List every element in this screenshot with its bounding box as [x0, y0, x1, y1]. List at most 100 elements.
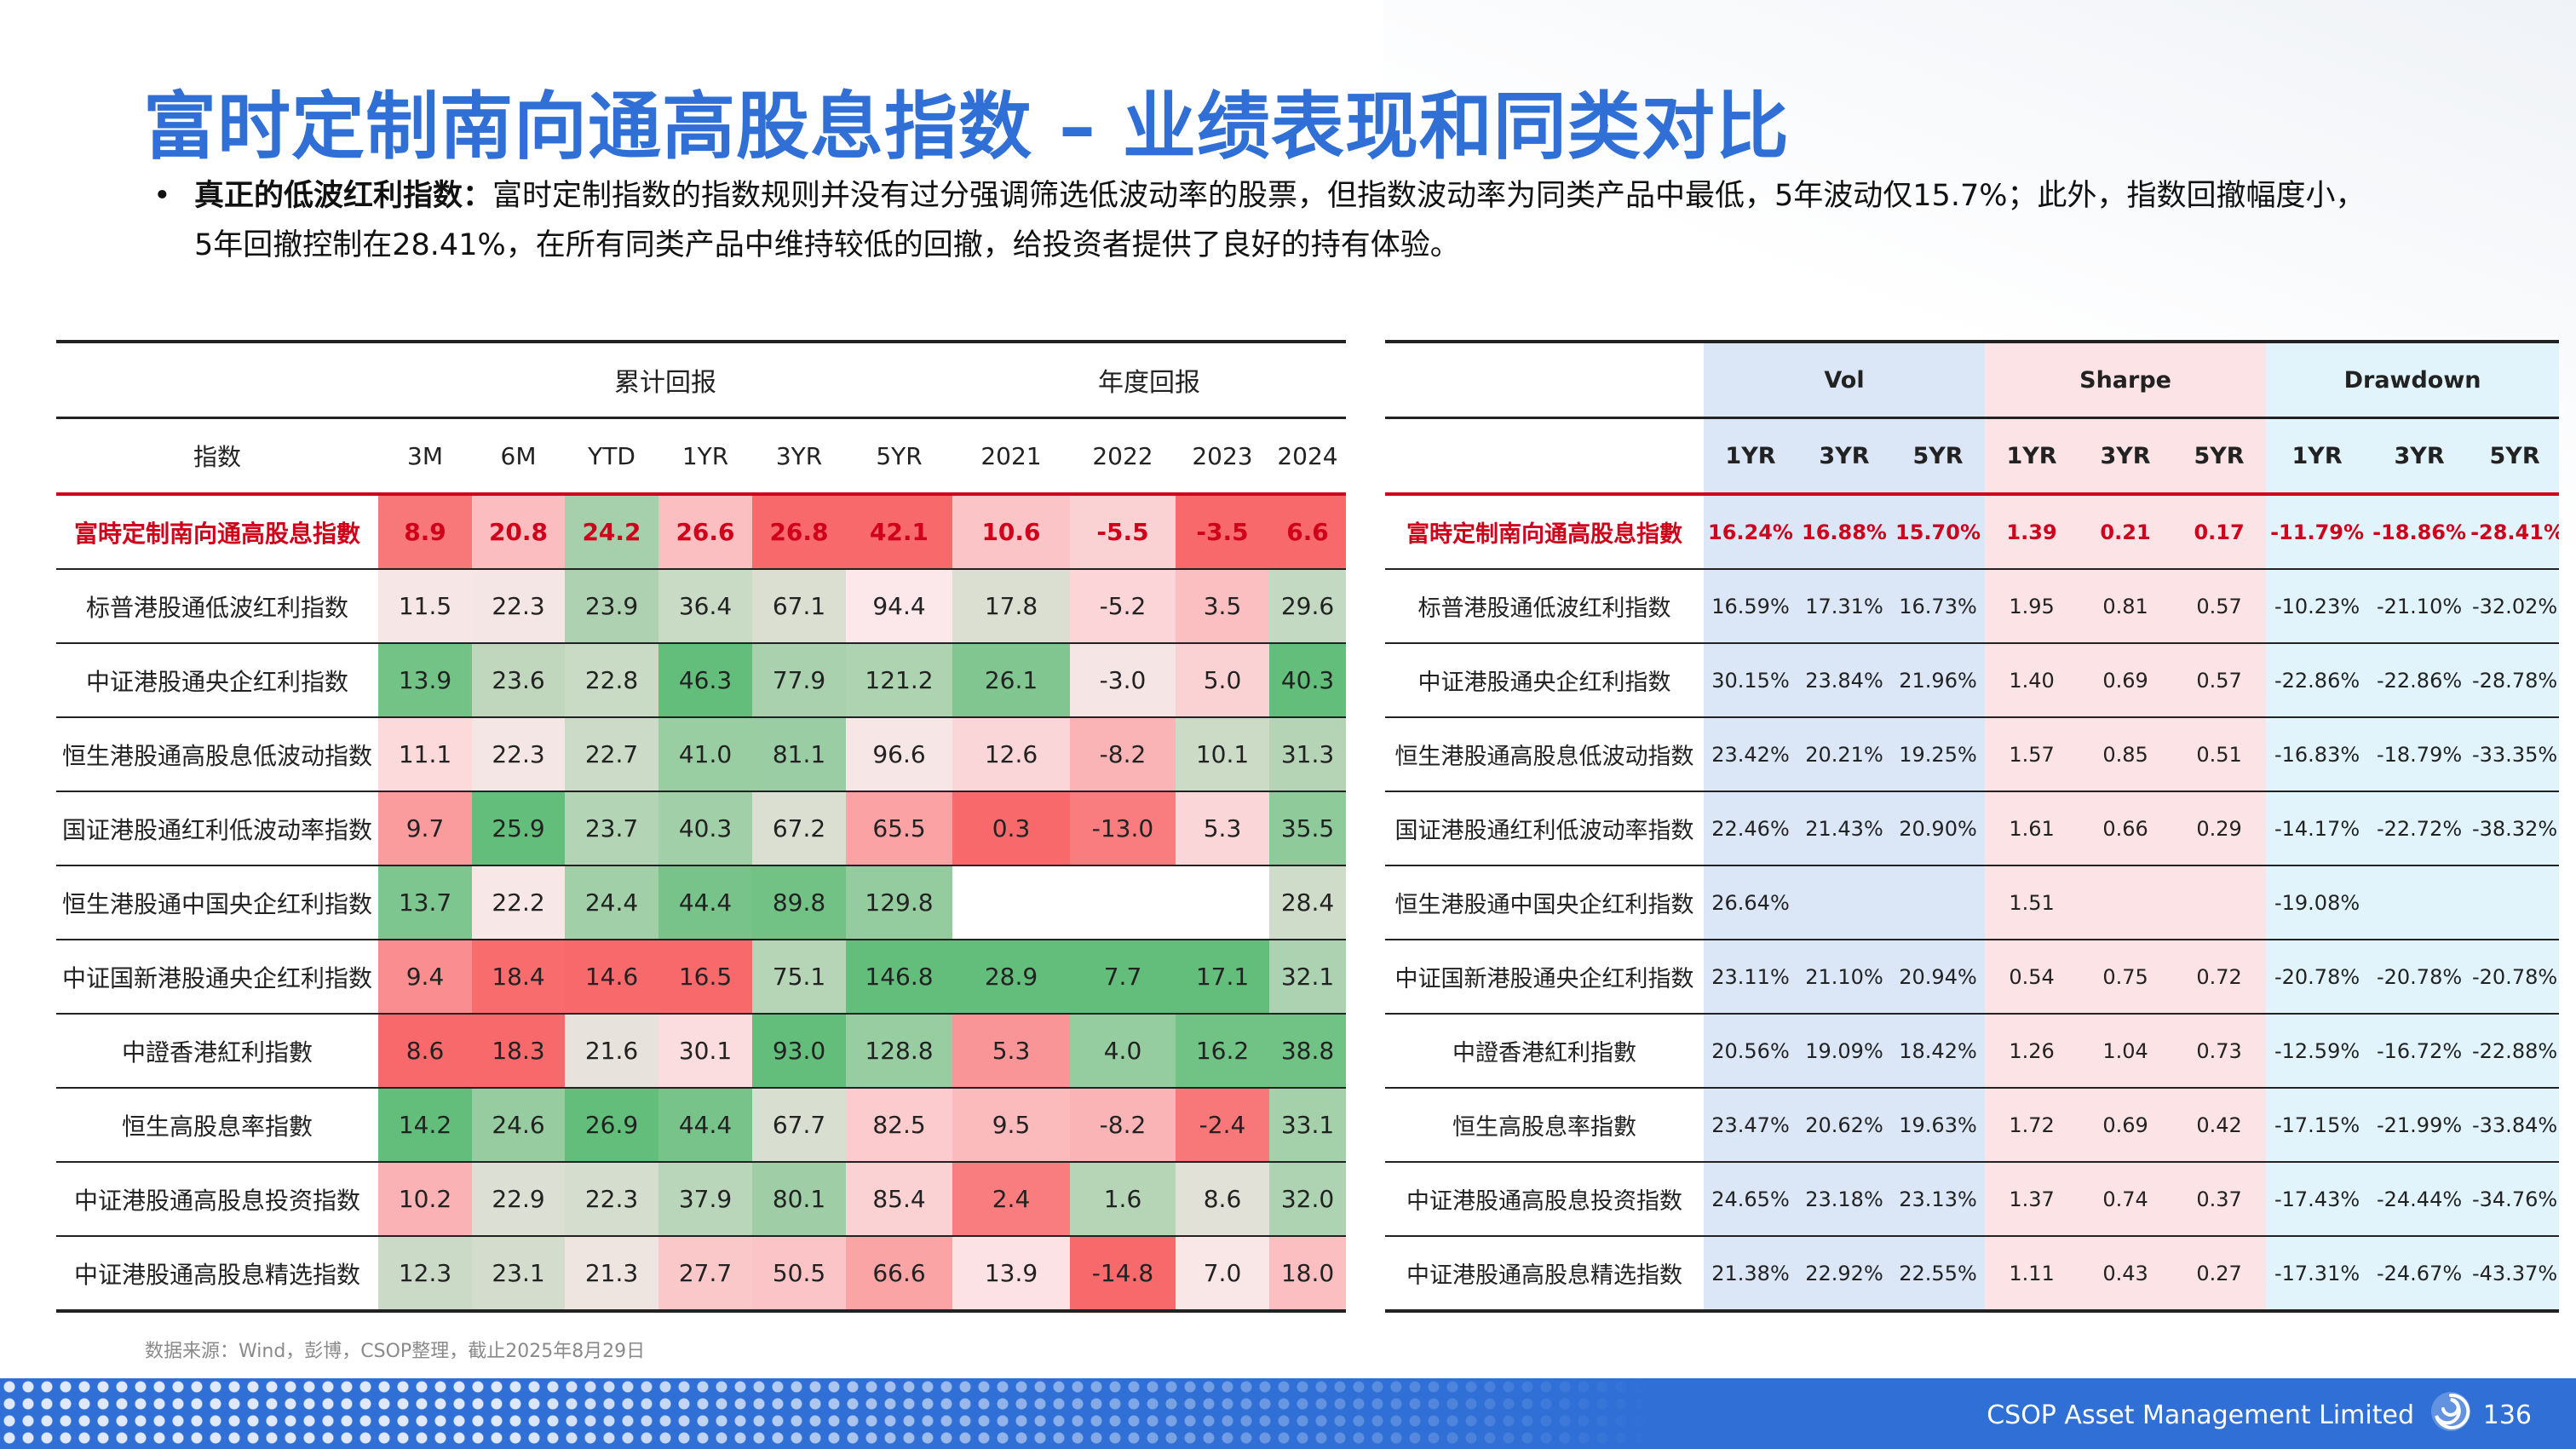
cumulative-return-header: 累计回报: [378, 340, 952, 419]
risk-value-cell: -22.72%: [2368, 791, 2471, 866]
risk-value-cell: 16.88%: [1797, 492, 1891, 570]
risk-value-cell: 0.43: [2079, 1236, 2173, 1313]
returns-table: 累计回报 年度回报 指数 3M 6M YTD 1YR 3YR 5YR 2021 2022 2023…: [56, 340, 1346, 1313]
risk-table-row: 恒生港股通高股息低波动指数 23.42% 20.21% 19.25% 1.57 0.85 0…: [1385, 717, 2560, 792]
return-value-cell: -8.2: [1070, 1088, 1176, 1163]
return-value-cell: 10.1: [1176, 717, 1269, 792]
risk-value-cell: 19.09%: [1797, 1014, 1891, 1089]
return-value-cell: 32.1: [1269, 940, 1346, 1015]
risk-value-cell: -11.79%: [2266, 492, 2369, 570]
risk-value-cell: 1.57: [1985, 717, 2079, 792]
risk-value-cell: 20.90%: [1891, 791, 1986, 866]
return-value-cell: 38.8: [1269, 1014, 1346, 1089]
return-value-cell: 10.2: [378, 1162, 472, 1237]
risk-value-cell: -17.43%: [2266, 1162, 2369, 1237]
risk-value-cell: -34.76%: [2470, 1162, 2560, 1237]
risk-value-cell: [2172, 865, 2267, 940]
sharpe-header: Sharpe: [1985, 340, 2267, 419]
return-value-cell: 9.5: [952, 1088, 1070, 1163]
return-value-cell: 29.6: [1269, 569, 1346, 644]
risk-value-cell: 1.39: [1985, 492, 2079, 570]
return-value-cell: 22.3: [472, 569, 565, 644]
risk-value-cell: -32.02%: [2470, 569, 2560, 644]
return-value-cell: 14.2: [378, 1088, 472, 1163]
return-value-cell: 24.6: [472, 1088, 565, 1163]
returns-col-header: 指数: [56, 417, 378, 496]
risk-value-cell: 20.62%: [1797, 1088, 1891, 1163]
returns-table-row: 中证港股通央企红利指数 13.9 23.6 22.8 46.3 77.9 121.2 26.1…: [56, 643, 1346, 718]
risk-value-cell: -14.17%: [2266, 791, 2369, 866]
risk-value-cell: 1.11: [1985, 1236, 2079, 1313]
returns-table-row: 国证港股通红利低波动率指数 9.7 25.9 23.7 40.3 67.2 65.5 0.3-…: [56, 791, 1346, 866]
return-value-cell: 20.8: [472, 492, 565, 570]
returns-col-header: 5YR: [846, 417, 952, 496]
return-value-cell: 18.4: [472, 940, 565, 1015]
risk-value-cell: -33.84%: [2470, 1088, 2560, 1163]
risk-value-cell: 16.73%: [1891, 569, 1986, 644]
returns-col-header: 2024: [1269, 417, 1346, 496]
footer-dot-pattern: [0, 1378, 1661, 1449]
returns-table-row: 中证国新港股通央企红利指数 9.4 18.4 14.6 16.5 75.1 146.8 28.…: [56, 940, 1346, 1015]
return-value-cell: 22.3: [565, 1162, 658, 1237]
return-value-cell: -3.5: [1176, 492, 1269, 570]
return-value-cell: 26.9: [565, 1088, 658, 1163]
risk-value-cell: 1.72: [1985, 1088, 2079, 1163]
vol-header: Vol: [1704, 340, 1986, 419]
return-value-cell: 24.4: [565, 865, 658, 940]
index-name: 中证港股通高股息精选指数: [56, 1236, 378, 1313]
return-value-cell: 65.5: [846, 791, 952, 866]
return-value-cell: [952, 865, 1070, 940]
risk-value-cell: 0.54: [1985, 940, 2079, 1015]
return-value-cell: 37.9: [658, 1162, 752, 1237]
risk-value-cell: -24.44%: [2368, 1162, 2471, 1237]
returns-table-row: 恒生港股通高股息低波动指数 11.1 22.3 22.7 41.0 81.1 96.6 12.…: [56, 717, 1346, 792]
risk-value-cell: 0.69: [2079, 643, 2173, 718]
risk-value-cell: 0.81: [2079, 569, 2173, 644]
risk-table-row: 恒生港股通中国央企红利指数 26.64% 1.51 -19.08%: [1385, 865, 2560, 940]
return-value-cell: 82.5: [846, 1088, 952, 1163]
return-value-cell: 4.0: [1070, 1014, 1176, 1089]
return-value-cell: 30.1: [658, 1014, 752, 1089]
index-name: 恒生港股通高股息低波动指数: [1385, 717, 1704, 792]
risk-value-cell: 16.24%: [1704, 492, 1797, 570]
risk-col-header: 1YR: [1704, 417, 1797, 496]
risk-value-cell: -12.59%: [2266, 1014, 2369, 1089]
company-name: CSOP Asset Management Limited: [1987, 1400, 2414, 1430]
risk-value-cell: 30.15%: [1704, 643, 1797, 718]
return-value-cell: 75.1: [752, 940, 846, 1015]
return-value-cell: 21.3: [565, 1236, 658, 1313]
bullet-dot-icon: •: [153, 179, 171, 213]
risk-value-cell: 0.73: [2172, 1014, 2267, 1089]
returns-col-header: YTD: [565, 417, 658, 496]
risk-value-cell: [2470, 865, 2560, 940]
index-name: 中证港股通高股息投资指数: [56, 1162, 378, 1237]
risk-table-row: 中证国新港股通央企红利指数 23.11% 21.10% 20.94% 0.54 0.75 0…: [1385, 940, 2560, 1015]
return-value-cell: 8.6: [1176, 1162, 1269, 1237]
return-value-cell: 12.6: [952, 717, 1070, 792]
return-value-cell: 67.2: [752, 791, 846, 866]
returns-col-header: 6M: [472, 417, 565, 496]
risk-value-cell: 0.51: [2172, 717, 2267, 792]
risk-value-cell: 0.69: [2079, 1088, 2173, 1163]
return-value-cell: 16.2: [1176, 1014, 1269, 1089]
risk-col-header: 5YR: [2470, 417, 2560, 496]
returns-col-header: 3M: [378, 417, 472, 496]
risk-value-cell: -16.72%: [2368, 1014, 2471, 1089]
risk-value-cell: -19.08%: [2266, 865, 2369, 940]
return-value-cell: 1.6: [1070, 1162, 1176, 1237]
return-value-cell: 17.1: [1176, 940, 1269, 1015]
return-value-cell: 17.8: [952, 569, 1070, 644]
risk-value-cell: -33.35%: [2470, 717, 2560, 792]
risk-value-cell: 21.96%: [1891, 643, 1986, 718]
risk-value-cell: 20.56%: [1704, 1014, 1797, 1089]
return-value-cell: 9.7: [378, 791, 472, 866]
index-name: 中证国新港股通央企红利指数: [56, 940, 378, 1015]
bullet-line-1: 真正的低波红利指数：富时定制指数的指数规则并没有过分强调筛选低波动率的股票，但指…: [194, 170, 2365, 221]
return-value-cell: 23.6: [472, 643, 565, 718]
returns-table-row: 中證香港紅利指數 8.6 18.3 21.6 30.1 93.0 128.8 5.3 4.0 16…: [56, 1014, 1346, 1089]
index-name: 中證香港紅利指數: [1385, 1014, 1704, 1089]
risk-col-header: 1YR: [2266, 417, 2369, 496]
risk-value-cell: 0.17: [2172, 492, 2267, 570]
return-value-cell: 32.0: [1269, 1162, 1346, 1237]
return-value-cell: 23.1: [472, 1236, 565, 1313]
